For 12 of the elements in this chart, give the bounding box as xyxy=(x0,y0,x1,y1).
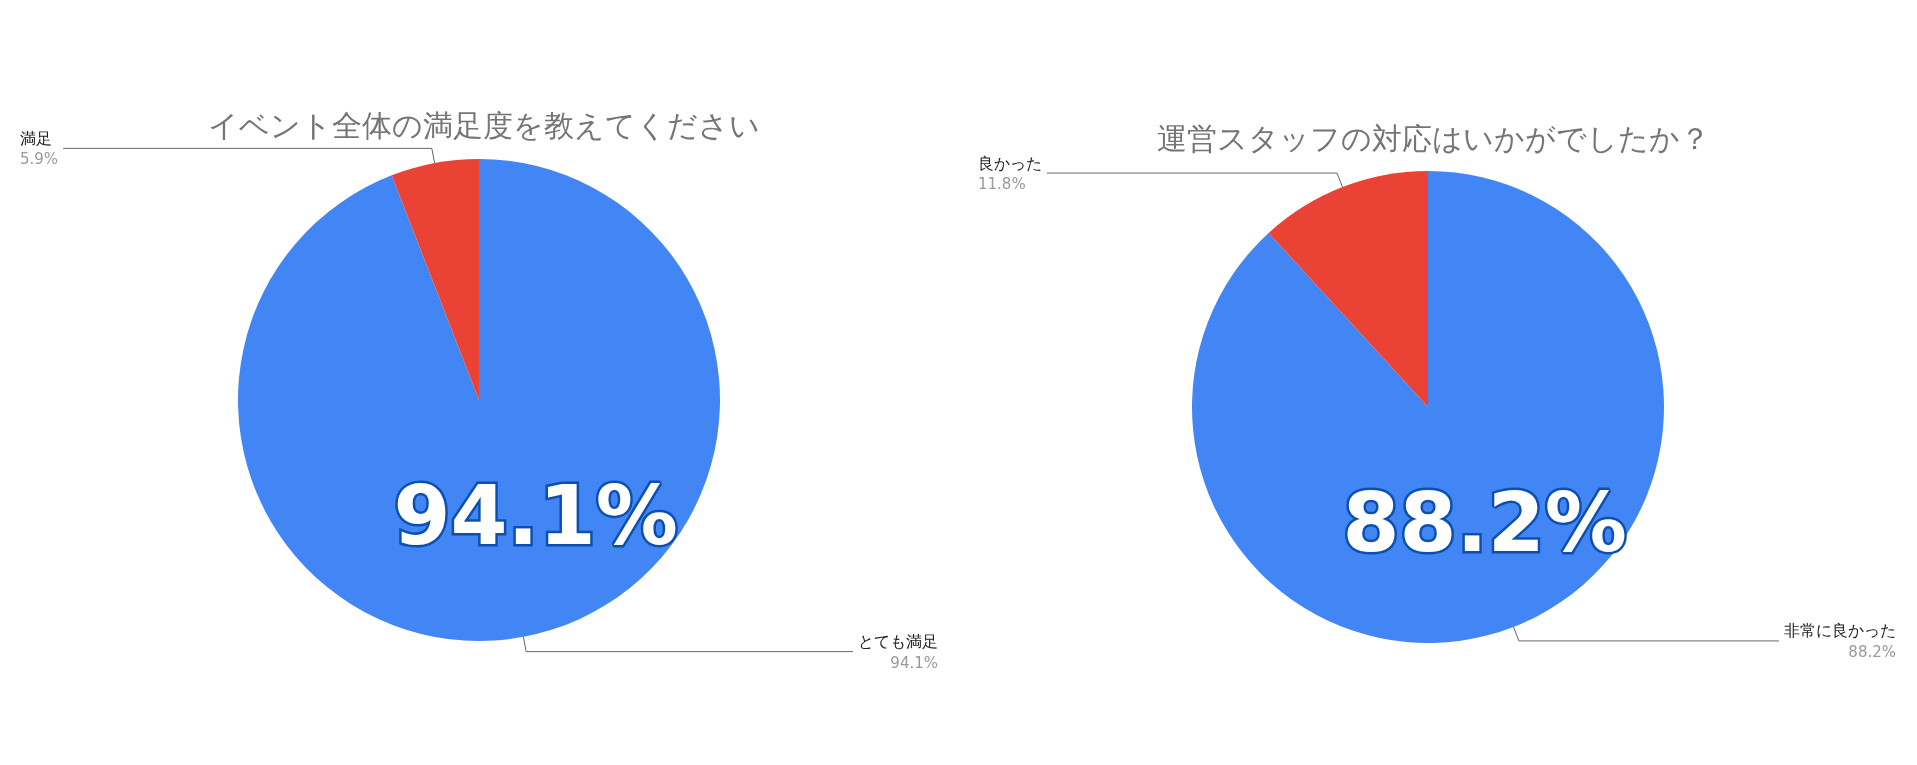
slice-label: 非常に良かった xyxy=(1784,621,1896,641)
chart-title: イベント全体の満足度を教えてください xyxy=(208,107,760,143)
data-label: 5.9% xyxy=(20,150,59,169)
data-label: 88.2% xyxy=(1848,642,1896,661)
chart-title: 運営スタッフの対応はいかがでしたか？ xyxy=(1156,120,1710,156)
data-label: 11.8% xyxy=(978,175,1026,194)
text: 88.2% xyxy=(1342,475,1627,570)
data-label: 94.1% xyxy=(890,653,938,672)
slice-label: 良かった xyxy=(978,153,1042,173)
slice-label: 満足 xyxy=(20,128,52,148)
slice-label: とても満足 xyxy=(858,632,938,652)
text: 94.1% xyxy=(393,468,678,563)
